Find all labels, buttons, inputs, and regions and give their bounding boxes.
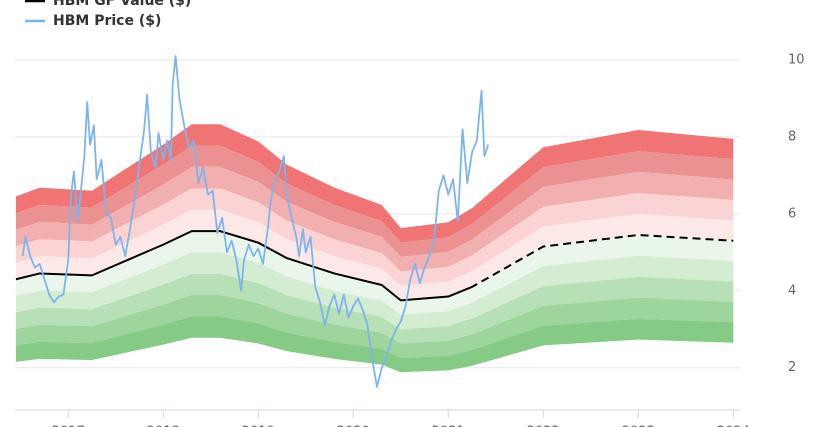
value-band <box>15 145 734 257</box>
x-tick-label: 2021 <box>432 425 465 427</box>
legend-label: HBM GF Value ($) <box>53 0 191 9</box>
x-tick-label: 2017 <box>52 425 85 427</box>
gf-value-line <box>15 230 473 302</box>
value-band <box>15 294 734 359</box>
price-line <box>21 55 490 388</box>
value-band <box>15 188 734 286</box>
legend: HBM GF Value ($) HBM Price ($) <box>25 0 191 29</box>
lines <box>15 55 734 388</box>
x-tick-label: 2019 <box>242 425 275 427</box>
y-tick-label: 2 <box>788 360 796 375</box>
y-tick-label: 10 <box>788 52 805 67</box>
value-band <box>15 252 734 330</box>
value-band <box>15 124 734 243</box>
x-tick-label: 2020 <box>337 425 370 427</box>
x-tick-label: 2024 <box>717 425 750 427</box>
gf-value-projection <box>472 233 734 288</box>
bands <box>15 124 734 373</box>
value-band <box>15 209 734 301</box>
y-tick-label: 6 <box>788 206 796 221</box>
x-tick-label: 2022 <box>527 425 560 427</box>
value-band <box>15 273 734 344</box>
x-tick-label: 2018 <box>147 425 180 427</box>
legend-label: HBM Price ($) <box>53 13 161 29</box>
value-band <box>15 316 734 373</box>
axes: 2 4 6 8 10 2017 2018 2019 2020 2021 2022 2023 2024 <box>15 52 805 427</box>
value-band <box>15 231 734 315</box>
value-band <box>15 166 734 272</box>
y-tick-label: 8 <box>788 129 796 144</box>
x-tick-label: 2023 <box>622 425 655 427</box>
y-tick-label: 4 <box>788 283 796 298</box>
